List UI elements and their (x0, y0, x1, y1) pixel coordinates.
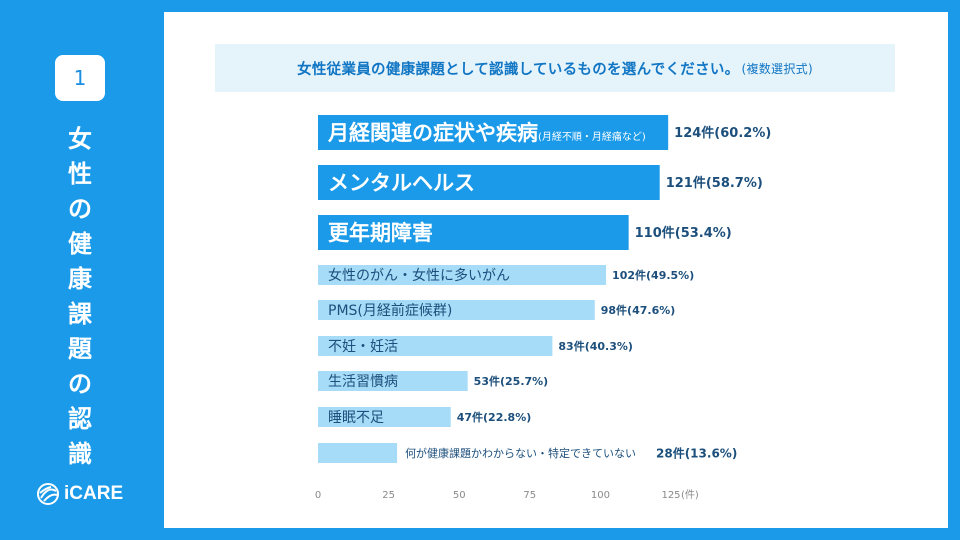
vertical-title: 女 性 の 健 康 課 題 の 認 識 (68, 125, 92, 468)
bar-category-label: PMS(月経前症候群) (328, 302, 452, 319)
question-box: 女性従業員の健康課題として認識しているものを選んでください。 (複数選択式) (215, 44, 895, 92)
bar (318, 215, 629, 250)
bar-category-label: 女性のがん・女性に多いがん (328, 267, 510, 284)
globe-icon (37, 483, 59, 505)
bar-value-label: 83件(40.3%) (558, 339, 633, 353)
x-tick-label: 25 (382, 490, 395, 501)
logo-text: iCARE (64, 483, 124, 504)
bar (318, 165, 660, 200)
bar-value-label: 98件(47.6%) (601, 303, 676, 317)
bar-category-label: メンタルヘルス (328, 171, 475, 195)
bar-category-label: 何が健康課題かわからない・特定できていない (405, 446, 636, 460)
bar-value-label: 121件(58.7%) (666, 175, 763, 191)
bar-category-label: 月経関連の症状や疾病(月経不順・月経痛など) (327, 121, 646, 145)
category-note: (月経不順・月経痛など) (538, 130, 646, 143)
bar-category-label: 睡眠不足 (328, 410, 384, 426)
bar-value-label: 28件(13.6%) (656, 445, 737, 460)
x-tick-label: 100 (591, 490, 610, 501)
icare-logo: iCARE (36, 482, 123, 506)
bar-value-label: 47件(22.8%) (457, 410, 532, 424)
bar (318, 336, 553, 356)
sidebar: 1 女 性 の 健 康 課 題 の 認 識 iCARE (0, 0, 164, 540)
slide-number: 1 (55, 55, 105, 101)
bar-value-label: 124件(60.2%) (674, 125, 771, 141)
question-note: (複数選択式) (741, 61, 813, 76)
bar (318, 115, 669, 150)
x-tick-label: 125 (661, 490, 680, 501)
bar-category-label: 生活習慣病 (328, 373, 398, 390)
bar (318, 265, 607, 285)
bar-value-label: 110件(53.4%) (635, 225, 732, 241)
bar (318, 371, 468, 391)
x-axis-unit: (件) (681, 489, 699, 501)
bar (318, 407, 451, 427)
bar-category-label: 不妊・妊活 (328, 339, 398, 355)
x-tick-label: 0 (315, 490, 321, 501)
x-tick-label: 50 (453, 490, 466, 501)
bar-value-label: 53件(25.7%) (474, 374, 549, 388)
bar-category-label: 更年期障害 (328, 221, 433, 245)
bar-value-label: 102件(49.5%) (612, 268, 694, 282)
bar (318, 300, 595, 320)
question-text: 女性従業員の健康課題として認識しているものを選んでください。 (297, 61, 740, 78)
bar (318, 443, 398, 463)
x-tick-label: 75 (523, 490, 536, 501)
